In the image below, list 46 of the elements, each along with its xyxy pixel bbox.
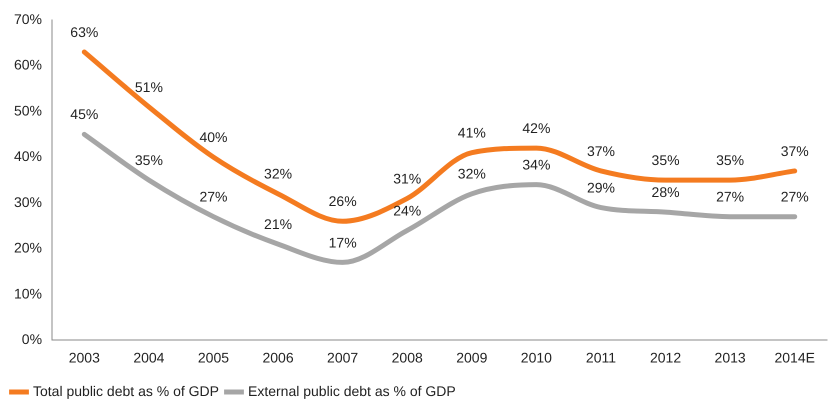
y-tick-label: 40% [14,148,42,164]
x-tick-label: 2011 [586,349,616,366]
data-label: 51% [134,78,163,95]
data-label: 35% [134,152,163,168]
data-label: 32% [264,166,292,182]
data-label: 35% [652,152,680,168]
data-label: 37% [586,142,615,159]
x-tick-label: 2004 [133,349,165,366]
x-tick-label: 2006 [262,349,294,366]
data-label: 40% [199,129,228,146]
data-label: 63% [70,24,98,40]
data-label: 31% [393,170,422,186]
data-label: 27% [780,188,809,205]
x-tick-label: 2008 [392,349,423,366]
x-tick-label: 2013 [714,349,746,366]
x-tick-label: 2009 [456,349,488,366]
data-label: 34% [522,156,550,173]
x-tick-label: 2014E [774,349,815,366]
y-tick-label: 70% [14,10,42,27]
y-tick-label: 50% [14,102,42,118]
data-label: 28% [652,184,680,200]
data-label: 45% [70,106,98,122]
legend-label: Total public debt as % of GDP [33,382,219,399]
data-label: 17% [328,234,357,250]
data-label: 35% [716,152,744,168]
legend-label: External public debt as % of GDP [248,382,456,399]
data-label: 42% [522,120,550,136]
y-tick-label: 30% [14,194,42,210]
data-label: 27% [716,188,744,205]
x-tick-label: 2010 [520,349,552,366]
data-label: 24% [393,202,422,218]
data-label: 29% [586,179,615,196]
data-label: 27% [199,188,228,205]
data-label: 37% [780,142,809,159]
data-label: 21% [264,216,292,232]
data-label: 32% [458,166,486,182]
x-tick-label: 2005 [198,349,230,366]
y-tick-label: 10% [14,285,42,302]
y-tick-label: 20% [14,240,42,256]
x-tick-label: 2012 [650,349,682,366]
x-tick-label: 2003 [68,349,100,366]
y-tick-label: 0% [22,331,42,348]
data-label: 41% [458,124,486,141]
data-label: 26% [328,193,357,210]
x-tick-label: 2007 [327,349,358,366]
y-tick-label: 60% [14,56,42,73]
